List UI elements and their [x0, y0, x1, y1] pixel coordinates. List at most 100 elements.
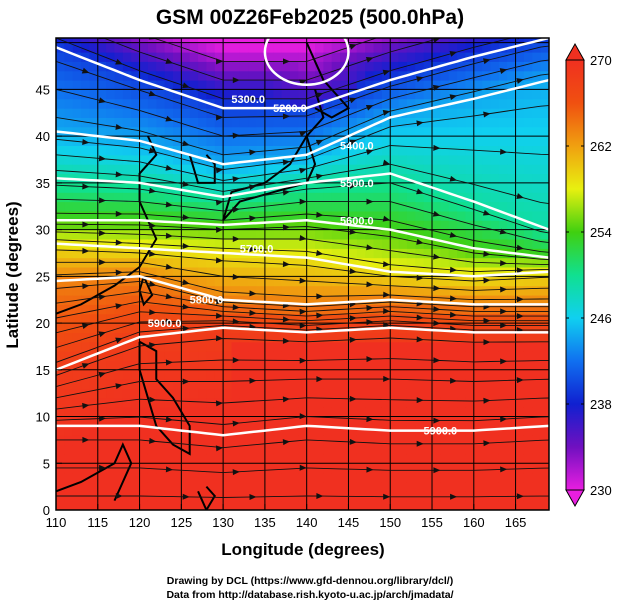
field-cell — [206, 304, 216, 315]
field-cell — [390, 38, 400, 44]
field-cell — [273, 267, 283, 277]
field-cell — [173, 257, 182, 268]
field-cell — [490, 360, 500, 371]
flow-arrow — [115, 383, 123, 390]
field-cell — [523, 248, 533, 259]
field-cell — [189, 182, 199, 193]
field-cell — [106, 304, 116, 315]
flow-arrow — [215, 445, 224, 452]
field-cell — [139, 201, 149, 212]
field-cell — [365, 435, 375, 446]
field-cell — [340, 295, 350, 305]
field-cell — [290, 341, 299, 352]
field-cell — [532, 61, 542, 72]
field-cell — [465, 295, 475, 305]
field-cell — [156, 360, 166, 371]
field-cell — [398, 210, 408, 221]
field-cell — [331, 472, 341, 483]
field-cell — [206, 463, 216, 474]
field-cell — [131, 295, 141, 305]
field-cell — [515, 276, 525, 287]
field-cell — [473, 42, 483, 53]
flow-arrow — [416, 188, 424, 195]
field-cell — [381, 463, 391, 474]
field-cell — [490, 182, 500, 193]
flow-arrow — [483, 3, 491, 11]
field-cell — [290, 248, 299, 259]
field-cell — [206, 332, 216, 343]
field-cell — [507, 117, 517, 128]
field-cell — [256, 248, 266, 259]
field-cell — [72, 482, 82, 492]
field-cell — [440, 416, 450, 427]
field-cell — [381, 435, 391, 446]
field-cell — [482, 126, 492, 137]
field-cell — [164, 61, 174, 72]
field-cell — [432, 444, 441, 455]
streamlines — [56, 3, 549, 501]
field-cell — [381, 201, 391, 212]
field-cell — [189, 463, 199, 474]
field-cell — [248, 444, 258, 455]
field-cell — [56, 210, 65, 221]
field-cell — [189, 341, 199, 352]
y-tick-label: 35 — [36, 176, 50, 191]
field-cell — [56, 229, 65, 240]
field-cell — [465, 276, 475, 287]
field-cell — [198, 313, 208, 324]
field-cell — [406, 89, 416, 100]
field-cell — [415, 276, 425, 287]
field-cell — [365, 182, 375, 193]
field-cell — [181, 444, 191, 455]
field-cell — [214, 407, 224, 418]
field-cell — [473, 192, 483, 203]
field-cell — [482, 285, 492, 296]
field-cell — [507, 52, 517, 62]
flow-arrow — [483, 111, 491, 118]
field-cell — [523, 38, 533, 44]
field-cell — [423, 472, 433, 483]
field-cell — [89, 379, 99, 389]
field-cell — [390, 126, 400, 137]
flow-arrow — [500, 322, 508, 329]
field-cell — [473, 108, 483, 118]
field-cell — [549, 192, 558, 202]
field-cell — [248, 388, 258, 399]
field-cell — [256, 397, 266, 408]
field-cell — [381, 117, 391, 128]
field-cell — [264, 38, 274, 44]
field-cell — [348, 89, 358, 100]
field-cell — [189, 89, 199, 100]
field-cell — [106, 267, 116, 277]
field-cell — [139, 173, 149, 184]
field-cell — [281, 351, 291, 361]
field-cell — [206, 182, 216, 193]
flow-arrow — [82, 138, 90, 145]
field-cell — [482, 267, 492, 277]
field-cell — [373, 136, 383, 146]
field-cell — [198, 257, 208, 268]
field-cell — [507, 136, 517, 146]
field-cell — [549, 379, 558, 389]
field-cell — [365, 360, 375, 371]
field-cell — [147, 360, 157, 371]
field-cell — [323, 248, 333, 259]
field-cell — [523, 192, 533, 203]
field-cell — [390, 435, 400, 446]
field-cell — [306, 341, 316, 352]
field-cell — [81, 201, 91, 212]
field-cell — [206, 285, 216, 296]
field-cell — [97, 173, 107, 184]
field-cell — [406, 126, 416, 137]
field-cell — [206, 61, 216, 72]
field-cell — [223, 407, 233, 418]
field-cell — [181, 173, 191, 184]
field-cell — [64, 61, 74, 72]
field-cell — [164, 472, 174, 483]
field-cell — [223, 229, 233, 240]
field-cell — [473, 304, 483, 315]
field-cell — [264, 435, 274, 446]
contour-label: 5900.0 — [424, 426, 458, 438]
field-cell — [239, 341, 249, 352]
field-cell — [156, 201, 166, 212]
